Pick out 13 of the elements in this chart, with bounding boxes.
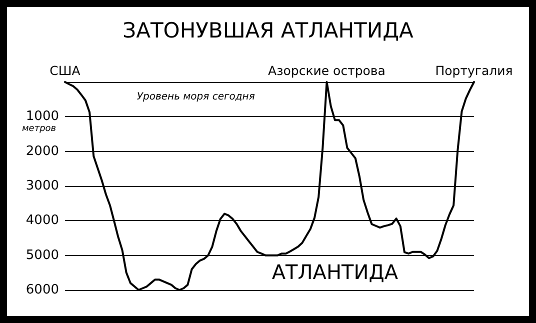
annotation: Уровень моря сегодня bbox=[136, 92, 255, 102]
y-tick-label: 5000 bbox=[26, 248, 59, 263]
y-tick-label: 1000 bbox=[26, 109, 59, 124]
y-tick-label: 4000 bbox=[26, 213, 59, 228]
text: Португалия bbox=[435, 63, 513, 78]
y-tick-label: 6000 bbox=[26, 282, 59, 298]
annotation: АТЛАНТИДА bbox=[272, 260, 398, 284]
y-tick-label: 2000 bbox=[26, 144, 59, 159]
y-tick-label: 3000 bbox=[26, 178, 59, 194]
chart-title: ЗАТОНУВШАЯ АТЛАНТИДА bbox=[122, 18, 414, 42]
text: Азорские острова bbox=[268, 63, 386, 78]
y-axis-title: метров bbox=[22, 124, 56, 134]
text: США bbox=[50, 63, 81, 78]
